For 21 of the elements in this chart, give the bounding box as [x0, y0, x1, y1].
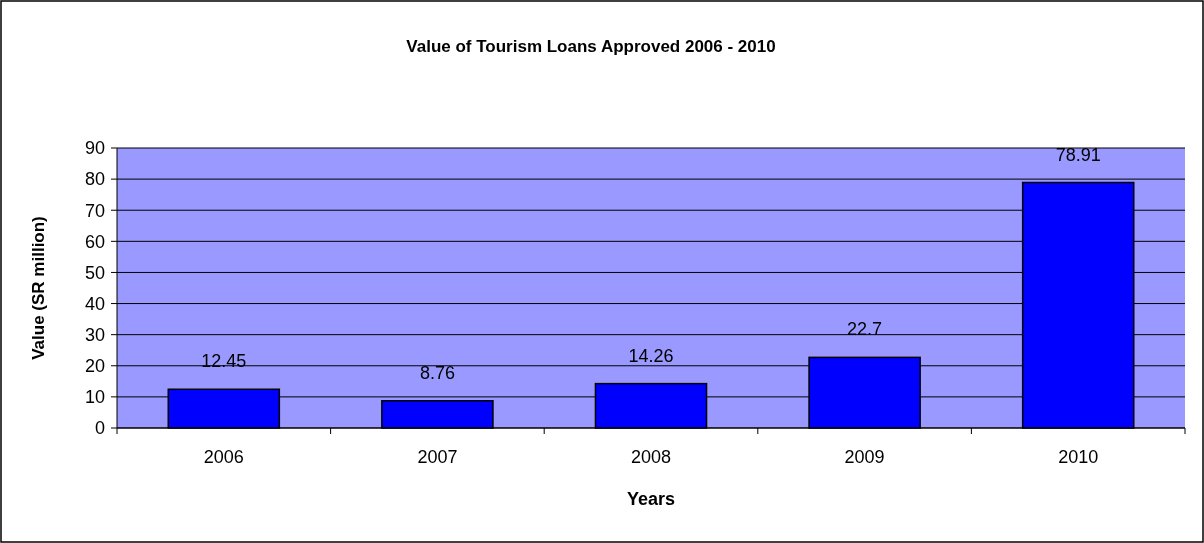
y-tick-label: 0 — [94, 418, 105, 439]
x-tick-label: 2010 — [1058, 447, 1099, 467]
y-tick-label: 90 — [84, 138, 105, 159]
y-tick-label: 10 — [84, 387, 105, 408]
x-tick-label: 2007 — [417, 447, 458, 467]
y-tick-label: 20 — [84, 356, 105, 377]
x-tick-label: 2008 — [630, 447, 672, 467]
data-label: 78.91 — [1055, 144, 1101, 165]
y-tick-label: 80 — [84, 169, 105, 190]
data-label: 14.26 — [628, 345, 674, 366]
y-tick-label: 50 — [84, 262, 105, 283]
y-tick-label: 40 — [84, 293, 105, 314]
y-axis-title: Value (SR million) — [29, 216, 48, 360]
x-tick-label: 2009 — [844, 447, 885, 467]
y-tick-label: 70 — [84, 200, 105, 221]
y-tick-label: 30 — [84, 324, 105, 345]
x-axis-title: Years — [626, 489, 676, 509]
chart-title: Value of Tourism Loans Approved 2006 - 2010 — [406, 37, 776, 56]
data-label: 8.76 — [419, 362, 455, 383]
x-tick-label: 2006 — [203, 447, 244, 467]
y-tick-label: 60 — [84, 231, 105, 252]
